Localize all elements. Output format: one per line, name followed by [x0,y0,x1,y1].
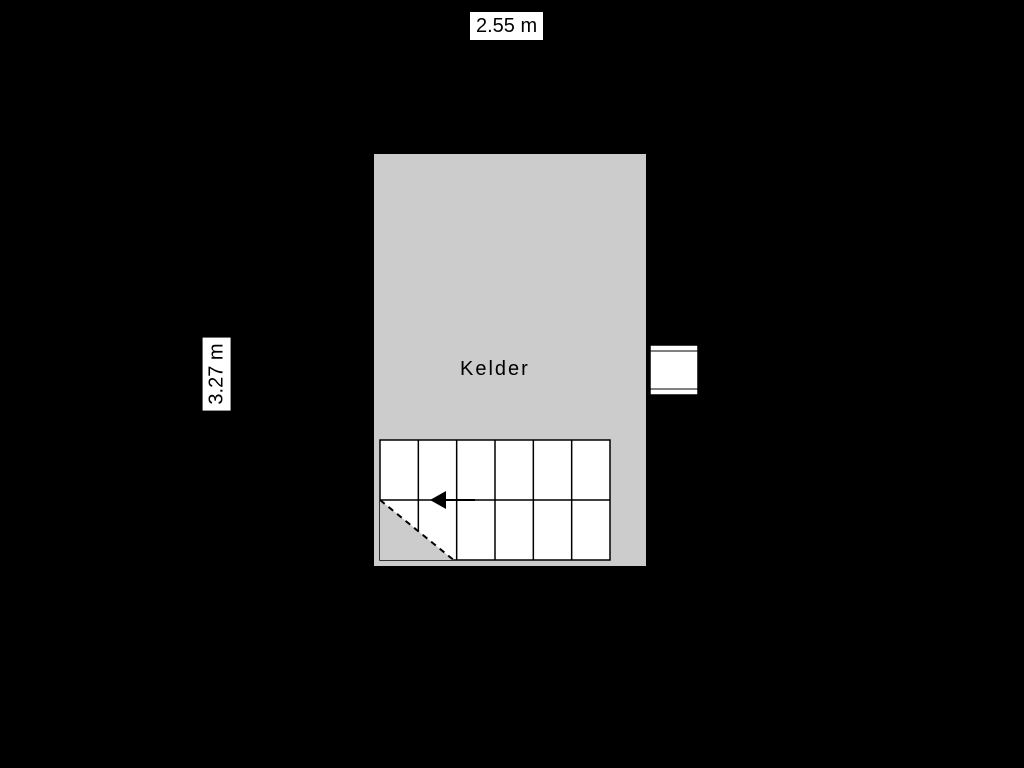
stairs [380,440,610,560]
dimension-height-label: 3.27 m [203,337,231,410]
floorplan-svg [0,0,1024,768]
window-opening [650,345,698,395]
dimension-width-label: 2.55 m [470,12,543,40]
floorplan-canvas: 2.55 m 3.27 m Kelder [0,0,1024,768]
room-name-label: Kelder [460,358,530,381]
